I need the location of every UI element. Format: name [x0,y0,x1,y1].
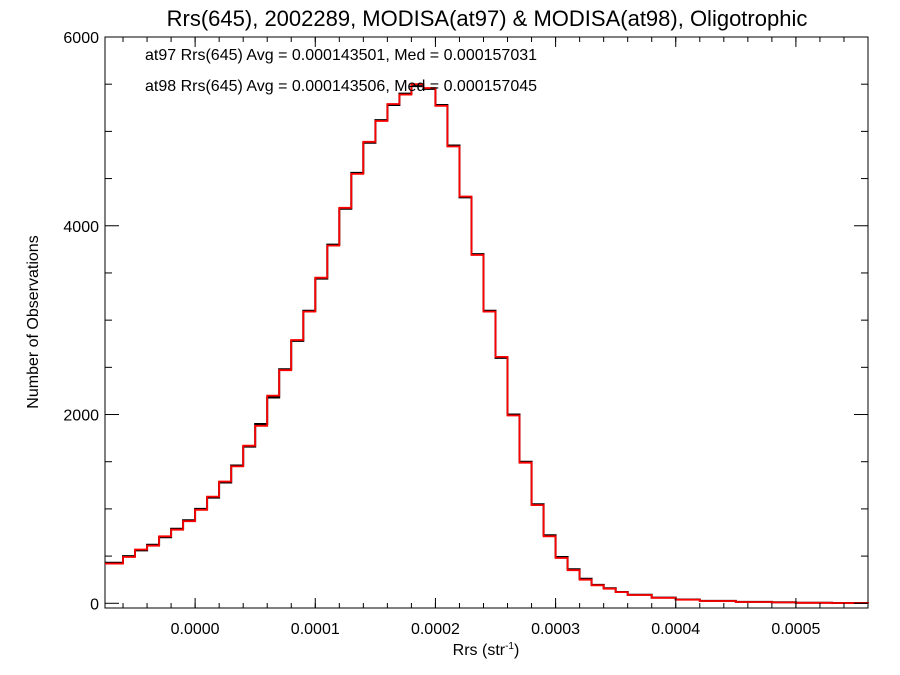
x-axis-label-sup: -1 [505,641,514,652]
series-line-0 [105,85,869,604]
tick-layer: 0.0000 0.0001 0.0002 0.0003 0.0004 0.0005 0 200… [63,30,868,638]
annotation-at97: at97 Rrs(645) Avg = 0.000143501, Med = 0… [145,47,537,64]
series-layer [105,83,869,604]
series-line-1 [105,83,869,604]
x-axis-label-main: Rrs (str [453,642,506,659]
x-axis-label-close: ) [514,642,519,659]
x-tick-label: 0.0001 [291,621,340,638]
chart-title: Rrs(645), 2002289, MODISA(at97) & MODISA… [167,6,808,31]
x-axis-label: Rrs (str-1) [453,641,520,659]
y-tick-label: 2000 [63,408,99,425]
y-tick-label: 4000 [63,219,99,236]
x-tick-label: 0.0004 [651,621,700,638]
x-tick-label: 0.0003 [531,621,580,638]
x-tick-label: 0.0000 [171,621,220,638]
annotation-at98: at98 Rrs(645) Avg = 0.000143506, Med = 0… [145,78,537,95]
x-tick-label: 0.0005 [771,621,820,638]
annotation-layer: at97 Rrs(645) Avg = 0.000143501, Med = 0… [145,47,537,95]
y-axis-label: Number of Observations [25,235,42,408]
y-tick-label: 0 [90,596,99,613]
plot-area: 0.0000 0.0001 0.0002 0.0003 0.0004 0.0005 0 200… [63,30,869,638]
y-tick-label: 6000 [63,30,99,47]
x-tick-label: 0.0002 [411,621,460,638]
plot-frame [104,36,869,609]
